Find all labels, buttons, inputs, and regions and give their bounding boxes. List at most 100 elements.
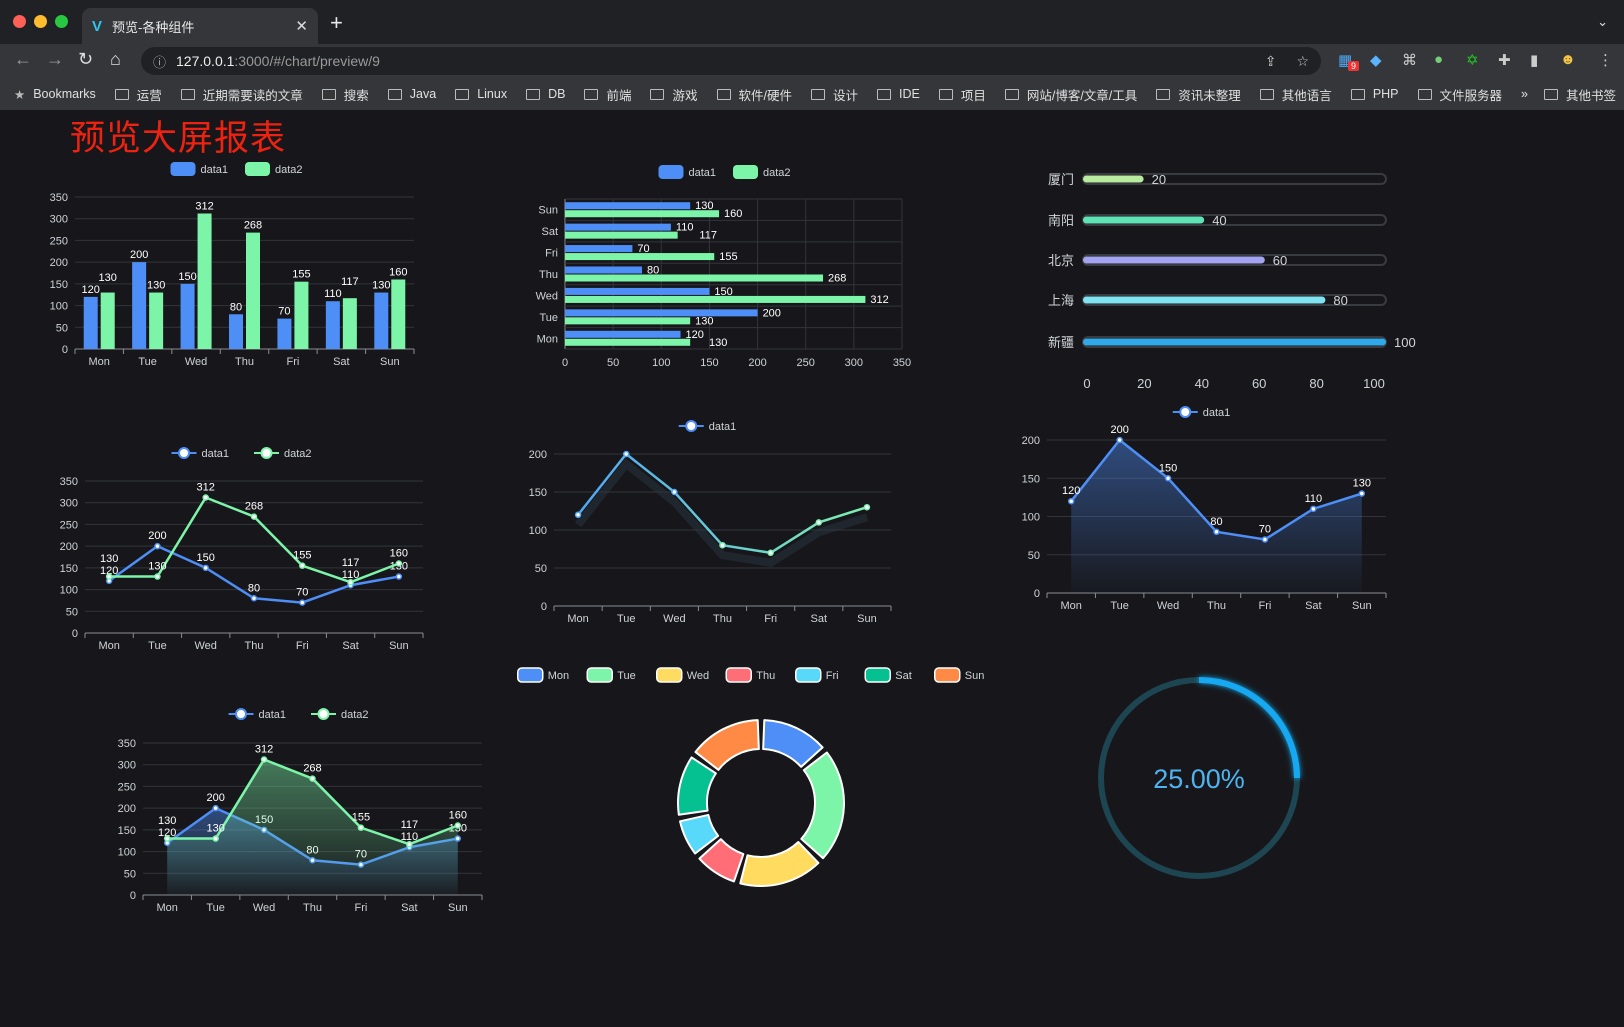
legend-marker xyxy=(235,708,247,720)
side-panel-icon[interactable]: ▮ xyxy=(1530,52,1539,69)
data-label: 268 xyxy=(303,763,321,775)
legend-item-fri[interactable]: Fri xyxy=(795,667,839,683)
extension-command-icon[interactable]: ⌘ xyxy=(1402,52,1417,69)
data-point xyxy=(309,775,316,782)
bookmark-folder[interactable]: Java xyxy=(387,87,436,101)
address-bar[interactable]: ⓘ 127.0.0.1 :3000/#/chart/preview/9 ⇪ ☆ xyxy=(141,47,1321,75)
site-info-icon[interactable]: ⓘ xyxy=(153,54,167,70)
legend-item-data2[interactable]: data2 xyxy=(245,162,303,176)
legend-item-tue[interactable]: Tue xyxy=(586,667,636,683)
x-tick-label: 80 xyxy=(1309,376,1323,391)
data-label: 130 xyxy=(695,200,713,212)
extension-diamond-icon[interactable]: ◆ xyxy=(1370,52,1382,69)
legend-item-thu[interactable]: Thu xyxy=(725,667,775,683)
legend-item-data1[interactable]: data1 xyxy=(228,708,287,721)
bookmark-folder[interactable]: IDE xyxy=(877,87,920,101)
close-window-button[interactable] xyxy=(13,15,26,28)
bookmark-folder[interactable]: 资讯未整理 xyxy=(1156,85,1241,104)
data-label: 150 xyxy=(1159,462,1177,474)
bookmark-label: 资讯未整理 xyxy=(1178,88,1241,103)
legend-item-data2[interactable]: data2 xyxy=(254,447,312,460)
data-point xyxy=(395,573,403,580)
new-tab-button[interactable]: + xyxy=(330,10,343,35)
y-tick-label: 200 xyxy=(529,449,547,461)
more-bookmarks-button[interactable]: » xyxy=(1521,87,1528,101)
extension-circle-icon[interactable]: ● xyxy=(1434,51,1444,68)
other-bookmarks-folder[interactable]: 其他书签 xyxy=(1543,85,1616,104)
extensions-puzzle-icon[interactable]: ✚ xyxy=(1498,52,1511,69)
extension-star-icon[interactable]: ✡ xyxy=(1466,52,1479,69)
progress-fill xyxy=(1083,338,1386,346)
folder-icon xyxy=(387,88,402,100)
bookmark-folder[interactable]: 其他语言 xyxy=(1259,85,1332,104)
bookmark-folder[interactable]: Linux xyxy=(455,87,507,101)
legend-item-wed[interactable]: Wed xyxy=(656,667,709,683)
bookmark-label: Bookmarks xyxy=(33,87,96,101)
area-data2 xyxy=(167,759,458,895)
bookmark-folder[interactable]: 运营 xyxy=(114,85,162,104)
legend-item-data1[interactable]: data1 xyxy=(1172,406,1231,419)
y-tick-label: 350 xyxy=(118,738,136,750)
data-label: 200 xyxy=(206,792,224,804)
bookmark-folder[interactable]: DB xyxy=(526,87,565,101)
bookmark-folder[interactable]: 软件/硬件 xyxy=(716,85,792,104)
data-label: 80 xyxy=(1210,516,1222,528)
x-tick-label: Mon xyxy=(567,613,588,625)
bookmark-star-icon[interactable]: ☆ xyxy=(1296,52,1309,69)
bookmark-label: 近期需要读的文章 xyxy=(202,88,303,103)
data-label: 155 xyxy=(292,269,310,281)
data-label: 268 xyxy=(244,220,262,232)
reload-icon[interactable]: ↻ xyxy=(78,49,94,69)
profile-avatar[interactable]: ☻ xyxy=(1560,51,1576,68)
data-label: 110 xyxy=(342,569,360,581)
folder-icon xyxy=(877,88,891,100)
legend-item-data1[interactable]: data1 xyxy=(658,165,717,179)
close-tab-icon[interactable]: ✕ xyxy=(295,18,308,35)
legend-item-sun[interactable]: Sun xyxy=(934,667,985,683)
bookmark-folder[interactable]: 设计 xyxy=(810,85,858,104)
legend-item-data2[interactable]: data2 xyxy=(311,708,369,721)
minimize-window-button[interactable] xyxy=(34,15,47,28)
data-label: 312 xyxy=(255,744,273,756)
tab-search-chevron-icon[interactable]: ⌄ xyxy=(1597,14,1608,29)
legend-item-sat[interactable]: Sat xyxy=(864,667,912,683)
back-icon[interactable]: ← xyxy=(14,49,32,69)
bookmark-label: 前端 xyxy=(606,88,632,103)
bookmark-folder[interactable]: 近期需要读的文章 xyxy=(180,85,303,104)
data-point xyxy=(299,599,306,606)
bookmark-folder[interactable]: 网站/博客/文章/工具 xyxy=(1004,85,1137,104)
forward-icon[interactable]: → xyxy=(46,49,64,69)
share-icon[interactable]: ⇪ xyxy=(1264,52,1277,69)
chart-5: data1 0 50 100 150 200 Mon Tue Wed Thu Fri Sat Sun xyxy=(529,420,892,625)
data-label: 117 xyxy=(342,557,360,569)
bar-data2 xyxy=(565,317,691,325)
bookmark-folder[interactable]: 搜索 xyxy=(321,85,369,104)
bookmark-folder[interactable]: 前端 xyxy=(584,85,631,104)
x-tick-label: Thu xyxy=(303,902,322,914)
category-label: 厦门 xyxy=(1048,172,1074,187)
bar-data1 xyxy=(180,283,195,349)
bookmark-folder[interactable]: 游戏 xyxy=(650,85,698,104)
maximize-window-button[interactable] xyxy=(55,15,68,28)
bar-data1 xyxy=(374,292,389,349)
legend-label: data1 xyxy=(689,167,717,179)
legend-swatch xyxy=(864,667,891,683)
menu-kebab-icon[interactable]: ⋮ xyxy=(1598,52,1613,69)
bookmarks-root[interactable]: ★ Bookmarks xyxy=(14,87,96,102)
data-label: 130 xyxy=(148,561,166,573)
bookmark-folder[interactable]: 项目 xyxy=(938,85,986,104)
chart-3-progress: 厦门 20 南阳 40 北京 60 上海 80 新疆 100 0 20 40 60 80 100 xyxy=(1048,172,1416,391)
home-icon[interactable]: ⌂ xyxy=(110,49,121,69)
bookmark-label: 设计 xyxy=(832,88,858,103)
legend-item-data2[interactable]: data2 xyxy=(733,165,791,179)
legend-item-data1[interactable]: data1 xyxy=(678,420,737,433)
legend-item-data1[interactable]: data1 xyxy=(170,162,229,176)
bookmark-folder[interactable]: PHP xyxy=(1350,87,1399,101)
donut-slice-tue xyxy=(800,751,845,860)
legend-item-data1[interactable]: data1 xyxy=(171,447,230,460)
bookmark-folder[interactable]: 文件服务器 xyxy=(1417,85,1502,104)
data-label: 120 xyxy=(1062,485,1080,497)
legend-item-mon[interactable]: Mon xyxy=(517,667,569,683)
browser-tab[interactable]: V 预览-各种组件 ✕ xyxy=(82,8,318,44)
